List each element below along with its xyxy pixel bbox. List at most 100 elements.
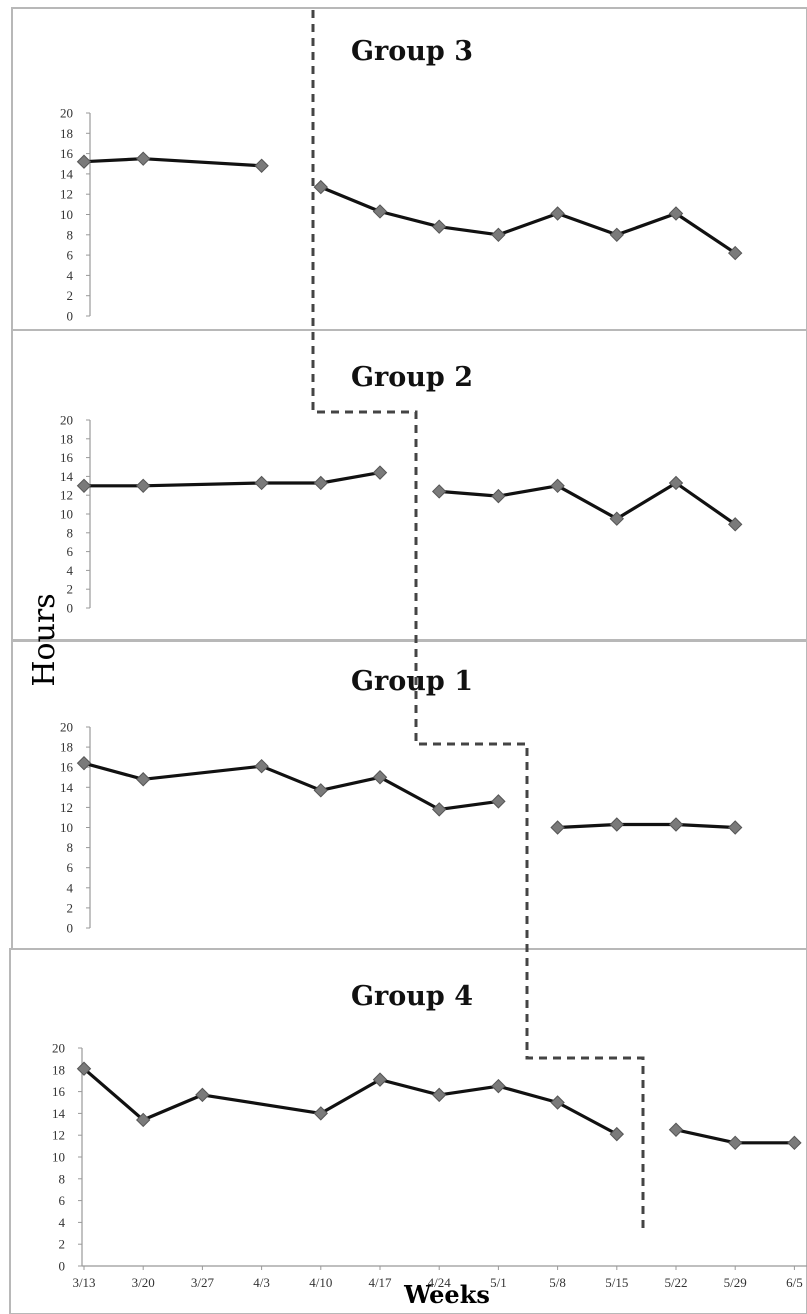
y-tick-label: 12 xyxy=(60,187,73,202)
data-point-marker xyxy=(313,1106,329,1121)
y-tick-label: 14 xyxy=(60,780,74,795)
panel-title: Group 2 xyxy=(351,362,473,393)
data-point-marker xyxy=(372,204,388,219)
data-point-marker xyxy=(609,1126,625,1142)
x-tick-label: 6/5 xyxy=(786,1275,803,1290)
y-tick-label: 12 xyxy=(60,488,73,503)
x-tick-label: 4/3 xyxy=(253,1275,270,1290)
data-point-marker xyxy=(76,755,92,771)
data-point-marker xyxy=(135,478,151,494)
data-point-marker xyxy=(550,478,565,494)
y-tick-label: 6 xyxy=(67,544,74,559)
series-line-segment-2 xyxy=(320,185,737,255)
data-point-marker xyxy=(372,465,388,480)
y-tick-label: 4 xyxy=(67,268,74,283)
y-tick-label: 14 xyxy=(60,469,74,484)
data-point-marker xyxy=(313,783,329,798)
y-tick-label: 18 xyxy=(60,126,73,141)
data-point-marker xyxy=(431,484,447,499)
y-tick-label: 2 xyxy=(67,900,74,915)
data-point-marker xyxy=(431,802,447,817)
series-line-segment-2 xyxy=(439,481,737,526)
x-axis-label: Weeks xyxy=(403,1280,490,1309)
data-point-marker xyxy=(727,1135,743,1151)
y-tick-label: 16 xyxy=(60,146,74,161)
data-point-marker xyxy=(550,1095,565,1110)
x-tick-label: 5/1 xyxy=(490,1275,507,1290)
y-tick-label: 0 xyxy=(67,921,74,936)
data-point-marker xyxy=(76,1061,92,1076)
data-point-marker xyxy=(431,1087,447,1103)
y-tick-label: 10 xyxy=(60,207,73,222)
panel-group-2: Group 2 0 2 4 6 8 10 12 14 16 18 20 xyxy=(11,329,807,641)
panel-title: Group 1 xyxy=(351,666,473,697)
data-point-marker xyxy=(135,151,151,166)
x-tick-label: 3/13 xyxy=(72,1275,95,1290)
y-tick-label: 6 xyxy=(59,1193,66,1208)
data-point-marker xyxy=(195,1087,210,1103)
y-tick-label: 2 xyxy=(67,582,74,597)
y-tick-label: 8 xyxy=(67,525,74,540)
x-tick-label: 5/15 xyxy=(605,1275,628,1290)
y-tick-label: 2 xyxy=(67,288,74,303)
y-tick-label: 18 xyxy=(60,740,73,755)
data-point-marker xyxy=(668,475,684,491)
series-line-segment-2 xyxy=(557,822,736,830)
y-tick-label: 4 xyxy=(67,880,74,895)
data-point-marker xyxy=(550,820,565,835)
panel-title: Group 3 xyxy=(351,36,473,67)
data-point-marker xyxy=(727,517,743,532)
panel-title: Group 4 xyxy=(351,981,473,1012)
data-point-marker xyxy=(76,478,92,494)
data-point-marker xyxy=(372,770,388,785)
y-tick-label: 10 xyxy=(60,507,73,522)
y-tick-label: 16 xyxy=(60,450,74,465)
data-point-marker xyxy=(254,475,269,491)
y-tick-label: 8 xyxy=(67,227,74,242)
data-point-marker xyxy=(668,1122,684,1137)
data-point-marker xyxy=(431,219,447,234)
y-tick-label: 0 xyxy=(67,601,74,616)
x-tick-label: 5/8 xyxy=(549,1275,566,1290)
y-axis-label: Hours xyxy=(27,593,62,686)
data-point-marker xyxy=(609,511,625,526)
y-tick-label: 8 xyxy=(59,1171,66,1186)
data-point-marker xyxy=(313,475,329,491)
y-tick-label: 0 xyxy=(59,1259,66,1274)
data-point-marker xyxy=(313,179,329,195)
y-tick-label: 14 xyxy=(52,1106,66,1121)
data-point-marker xyxy=(135,1112,151,1128)
y-tick-label: 12 xyxy=(52,1128,65,1143)
panel-group-3: Group 3 0 2 4 6 8 10 12 14 16 18 20 xyxy=(11,7,807,331)
data-point-marker xyxy=(609,817,625,832)
phase-change-dashed-line xyxy=(311,10,645,1232)
y-tick-label: 6 xyxy=(67,248,74,263)
y-tick-label: 20 xyxy=(60,413,73,428)
x-tick-label: 3/27 xyxy=(191,1275,215,1290)
data-point-marker xyxy=(491,227,506,243)
x-tick-label: 4/24 xyxy=(428,1275,452,1290)
data-point-marker xyxy=(135,772,151,787)
y-tick-label: 2 xyxy=(59,1237,66,1252)
x-tick-label: 5/22 xyxy=(664,1275,687,1290)
data-point-marker xyxy=(727,820,743,835)
data-point-marker xyxy=(668,206,684,221)
data-point-marker xyxy=(727,245,743,261)
y-tick-label: 14 xyxy=(60,166,74,181)
y-tick-label: 20 xyxy=(52,1041,65,1056)
y-tick-label: 18 xyxy=(60,431,73,446)
data-point-marker xyxy=(254,758,269,774)
panel-group-4: Group 4 0 2 4 6 8 10 12 14 16 18 20 xyxy=(9,948,807,1314)
x-tick-label: 3/20 xyxy=(132,1275,155,1290)
panel-group-1: Group 1 0 2 4 6 8 10 12 14 16 18 20 xyxy=(11,640,807,950)
y-tick-label: 18 xyxy=(52,1062,65,1077)
data-point-marker xyxy=(787,1135,802,1151)
data-point-marker xyxy=(76,154,92,169)
panel-frame xyxy=(11,7,807,331)
data-point-marker xyxy=(372,1072,388,1087)
x-tick-label: 5/29 xyxy=(724,1275,747,1290)
data-point-marker xyxy=(491,794,506,809)
x-tick-label: 4/10 xyxy=(309,1275,332,1290)
data-point-marker xyxy=(491,1078,506,1094)
